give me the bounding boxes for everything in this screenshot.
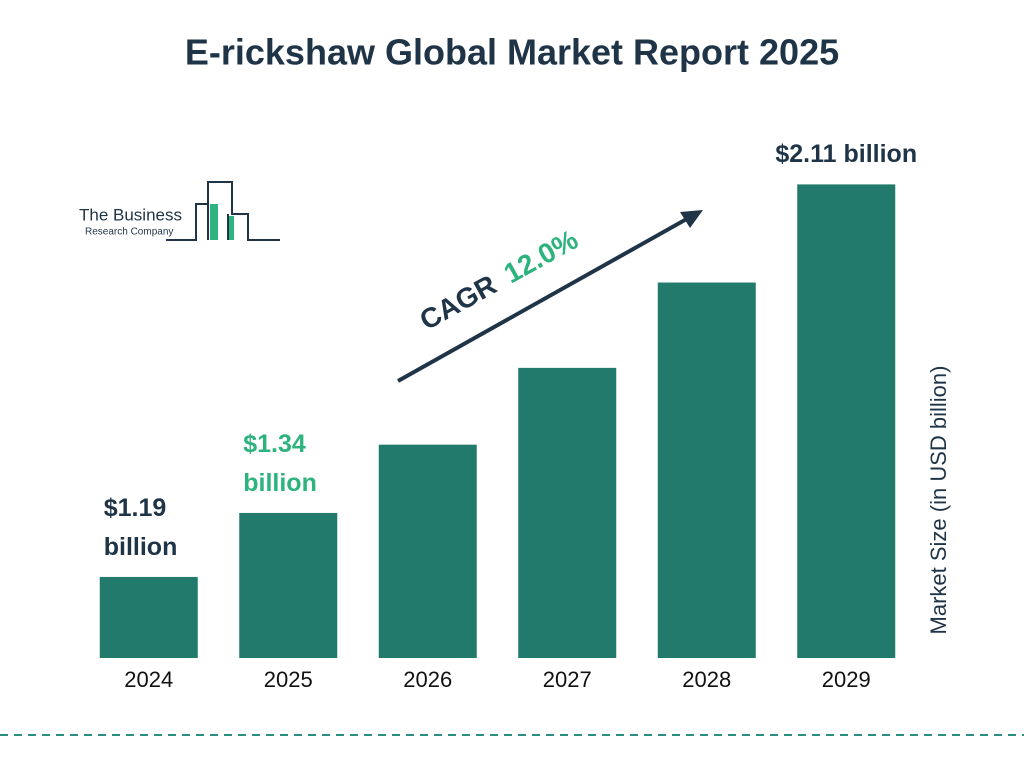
logo-bar xyxy=(210,204,218,240)
value-label: $1.34 billion xyxy=(243,429,317,497)
bar xyxy=(378,444,477,658)
logo: The Business Research Company xyxy=(79,181,280,241)
cagr-value: 12.0% xyxy=(499,224,584,290)
x-tick-label: 2025 xyxy=(264,667,313,692)
value-label: $1.19 billion xyxy=(103,493,178,561)
value-label: $2.11 billion xyxy=(775,140,918,169)
logo-outline xyxy=(166,181,280,241)
arrow-head xyxy=(680,210,703,228)
x-tick-label: 2029 xyxy=(822,667,871,692)
logo-subtext: Research Company xyxy=(85,227,173,238)
x-tick-label: 2028 xyxy=(682,667,731,692)
bar xyxy=(518,367,617,658)
bar xyxy=(239,512,338,658)
cagr-label: CAGR xyxy=(415,269,502,336)
x-tick-label: 2026 xyxy=(403,667,452,692)
logo-text: The Business xyxy=(79,205,182,224)
bar xyxy=(657,282,756,658)
y-axis-label: Market Size (in USD billion) xyxy=(926,366,951,635)
cagr-arrow xyxy=(397,210,703,383)
x-tick-label: 2024 xyxy=(124,667,173,692)
arrow-line xyxy=(397,214,693,383)
chart-title: E-rickshaw Global Market Report 2025 xyxy=(185,32,839,73)
cagr-annotation: CAGR 12.0% xyxy=(415,224,584,336)
bar xyxy=(797,184,896,658)
logo-bar xyxy=(229,216,234,240)
x-tick-label: 2027 xyxy=(543,667,592,692)
bar xyxy=(99,576,198,658)
